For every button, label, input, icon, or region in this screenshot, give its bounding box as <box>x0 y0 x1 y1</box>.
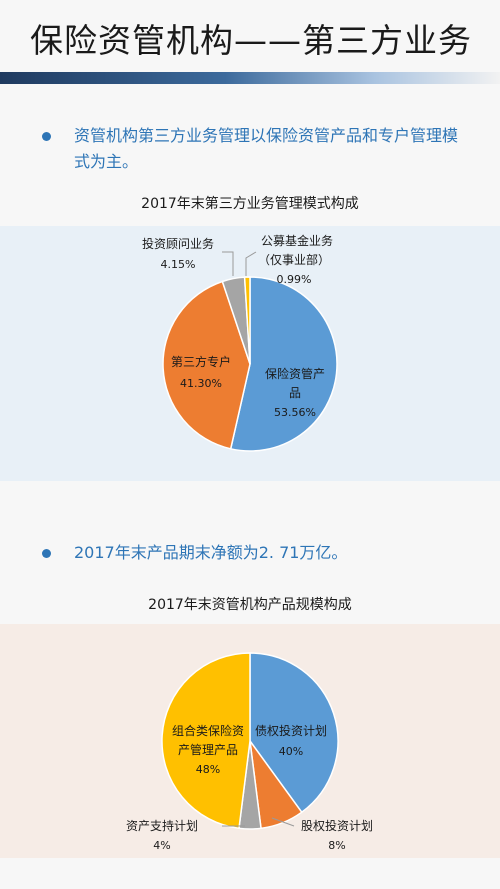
slice-label: 品 <box>289 386 301 400</box>
slice-label: 公募基金业务 <box>261 233 333 248</box>
slice-value: 0.99% <box>277 273 312 286</box>
slice-value: 40% <box>279 745 303 758</box>
chart2-title: 2017年末资管机构产品规模构成 <box>148 597 352 613</box>
leader-line <box>271 817 295 827</box>
page-title: 保险资管机构——第三方业务 <box>30 21 472 60</box>
slice-value: 8% <box>328 839 345 852</box>
chart1-pie <box>162 276 338 452</box>
slice-label: 债权投资计划 <box>255 723 327 738</box>
pie-slice-2 <box>162 280 251 450</box>
pie-slice-1 <box>229 276 338 452</box>
slice-label: 产管理产品 <box>178 742 238 757</box>
leader-line <box>245 251 257 276</box>
bullet-dot-icon <box>42 132 51 141</box>
pie-slice-1 <box>249 652 339 814</box>
bullet-point-1: 资管机构第三方业务管理以保险资管产品和专户管理模式为主。 <box>42 123 462 175</box>
title-divider <box>0 72 500 84</box>
slice-label: 股权投资计划 <box>301 818 373 833</box>
pie-slice-4 <box>243 276 251 365</box>
leader-line <box>222 251 234 276</box>
bullet-point-2: 2017年末产品期末净额为2. 71万亿。 <box>42 540 462 566</box>
slice-label: 组合类保险资 <box>172 723 244 738</box>
slice-label: 资产支持计划 <box>126 818 198 833</box>
slice-value: 48% <box>196 763 220 776</box>
bullet-text-2: 2017年末产品期末净额为2. 71万亿。 <box>74 543 348 562</box>
bullet-dot-icon <box>42 549 51 558</box>
chart2-pie <box>161 652 339 830</box>
slice-value: 4.15% <box>161 258 196 271</box>
slice-label: （仅事业部） <box>258 252 330 267</box>
pie-slice-4 <box>161 652 251 830</box>
bullet-text-1: 资管机构第三方业务管理以保险资管产品和专户管理模式为主。 <box>74 126 459 171</box>
slice-label: 保险资管产 <box>265 366 325 381</box>
slice-label: 第三方专户 <box>171 354 231 369</box>
slice-value: 41.30% <box>180 377 222 390</box>
slice-label: 投资顾问业务 <box>142 236 214 251</box>
slice-value: 53.56% <box>274 406 316 419</box>
slice-value: 4% <box>153 839 170 852</box>
chart1-title: 2017年末第三方业务管理模式构成 <box>141 196 359 212</box>
